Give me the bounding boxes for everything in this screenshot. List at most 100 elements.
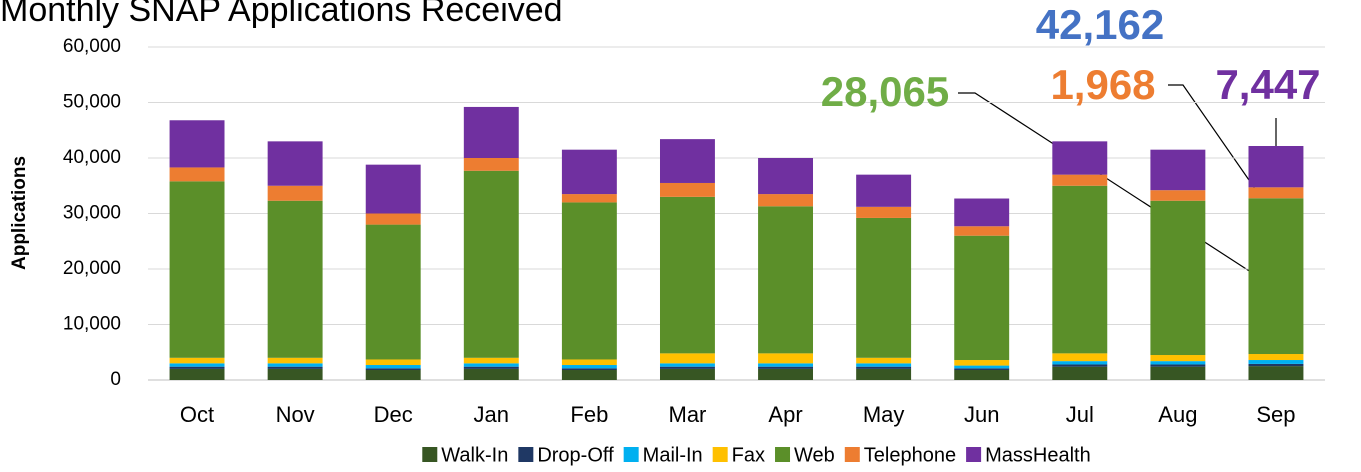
bar-segment	[659, 196, 715, 354]
bar-segment	[758, 363, 814, 367]
x-tick-label: Aug	[1158, 402, 1197, 427]
legend-swatch	[844, 447, 860, 462]
y-tick-label: 40,000	[63, 147, 121, 168]
bar-segment	[1248, 366, 1304, 380]
bar-segment	[463, 170, 519, 358]
bar-segment	[1150, 355, 1206, 362]
bar-segment	[365, 368, 421, 371]
bar-segment	[1150, 190, 1206, 201]
y-axis-label: Applications	[9, 156, 30, 270]
legend-swatch	[775, 447, 791, 462]
bar-segment	[561, 359, 617, 366]
bar-segment	[463, 357, 519, 364]
bar-segment	[856, 357, 912, 364]
bar-segment	[758, 353, 814, 364]
x-tick-label: Oct	[180, 402, 214, 427]
bar-segment	[267, 366, 323, 369]
bar-segment	[561, 365, 617, 369]
bar-segment	[267, 363, 323, 367]
bar-segment	[758, 158, 814, 195]
bar-segment	[267, 357, 323, 364]
bar-segment	[463, 368, 519, 380]
x-tick-label: Mar	[669, 402, 707, 427]
bar-segment	[169, 357, 225, 364]
legend-swatch	[422, 447, 438, 462]
legend-label: Drop-Off	[537, 444, 614, 466]
bar-segment	[365, 370, 421, 380]
bar-segment	[954, 226, 1010, 236]
x-tick-label: Feb	[570, 402, 608, 427]
y-tick-label: 10,000	[63, 314, 121, 335]
bar-segment	[1052, 174, 1108, 186]
bar-segment	[954, 365, 1010, 369]
bar-segment	[1248, 198, 1304, 355]
legend-label: Fax	[732, 444, 765, 466]
bar-segment	[954, 370, 1010, 380]
bar-segment	[1052, 141, 1108, 175]
y-tick-label: 20,000	[63, 258, 121, 279]
annotation: 42,162	[1036, 1, 1164, 48]
bar-segment	[659, 363, 715, 367]
x-tick-label: Sep	[1256, 402, 1295, 427]
bar-segment	[1150, 364, 1206, 367]
bar-segment	[169, 120, 225, 168]
y-tick-label: 0	[110, 369, 121, 390]
legend-label: Telephone	[864, 444, 956, 466]
bar-segment	[1150, 361, 1206, 365]
legend-swatch	[712, 447, 728, 462]
bar-segment	[169, 366, 225, 369]
bar-segment	[1052, 361, 1108, 365]
bar-segment	[267, 200, 323, 358]
bar-segment	[267, 185, 323, 201]
bar-segment	[856, 368, 912, 380]
bar-segment	[267, 368, 323, 380]
bar-segment	[1248, 187, 1304, 199]
bar-segment	[856, 217, 912, 358]
x-tick-label: Jun	[964, 402, 999, 427]
bar-segment	[1052, 364, 1108, 367]
bar-segment	[561, 370, 617, 380]
bar-segment	[758, 368, 814, 380]
bar-segment	[856, 174, 912, 207]
bar-segment	[1150, 149, 1206, 191]
x-tick-label: Jul	[1066, 402, 1094, 427]
bar-segment	[561, 194, 617, 203]
y-tick-label: 30,000	[63, 203, 121, 224]
bar-segment	[1248, 146, 1304, 188]
bar-segment	[463, 363, 519, 367]
legend-label: Walk-In	[441, 444, 508, 466]
bar-segment	[856, 206, 912, 218]
bar-segment	[758, 194, 814, 207]
bar-segment	[365, 213, 421, 225]
legend-label: Web	[794, 444, 835, 466]
legend-swatch	[966, 447, 982, 462]
bar-segment	[1248, 354, 1304, 361]
bar-segment	[463, 106, 519, 158]
bar-segment	[365, 359, 421, 366]
x-tick-label: May	[863, 402, 905, 427]
bar-segment	[954, 235, 1010, 361]
annotation: 1,968	[1050, 61, 1155, 108]
bar-segment	[463, 158, 519, 171]
bar-segment	[758, 206, 814, 354]
bar-segment	[561, 202, 617, 360]
legend-swatch	[623, 447, 639, 462]
bar-segment	[561, 149, 617, 195]
bar-segment	[659, 353, 715, 364]
bar-segment	[365, 365, 421, 369]
bar-segment	[463, 366, 519, 369]
y-tick-label: 50,000	[63, 92, 121, 113]
bar-segment	[169, 368, 225, 380]
legend-label: Mail-In	[643, 444, 703, 466]
bar-segment	[659, 366, 715, 369]
bar-segment	[169, 181, 225, 358]
bar-segment	[365, 164, 421, 214]
bar-segment	[1248, 363, 1304, 367]
x-tick-label: Apr	[768, 402, 802, 427]
bar-segment	[561, 368, 617, 371]
annotation: 28,065	[821, 68, 949, 115]
x-tick-label: Dec	[374, 402, 413, 427]
bar-segment	[856, 363, 912, 367]
bar-segment	[365, 224, 421, 360]
